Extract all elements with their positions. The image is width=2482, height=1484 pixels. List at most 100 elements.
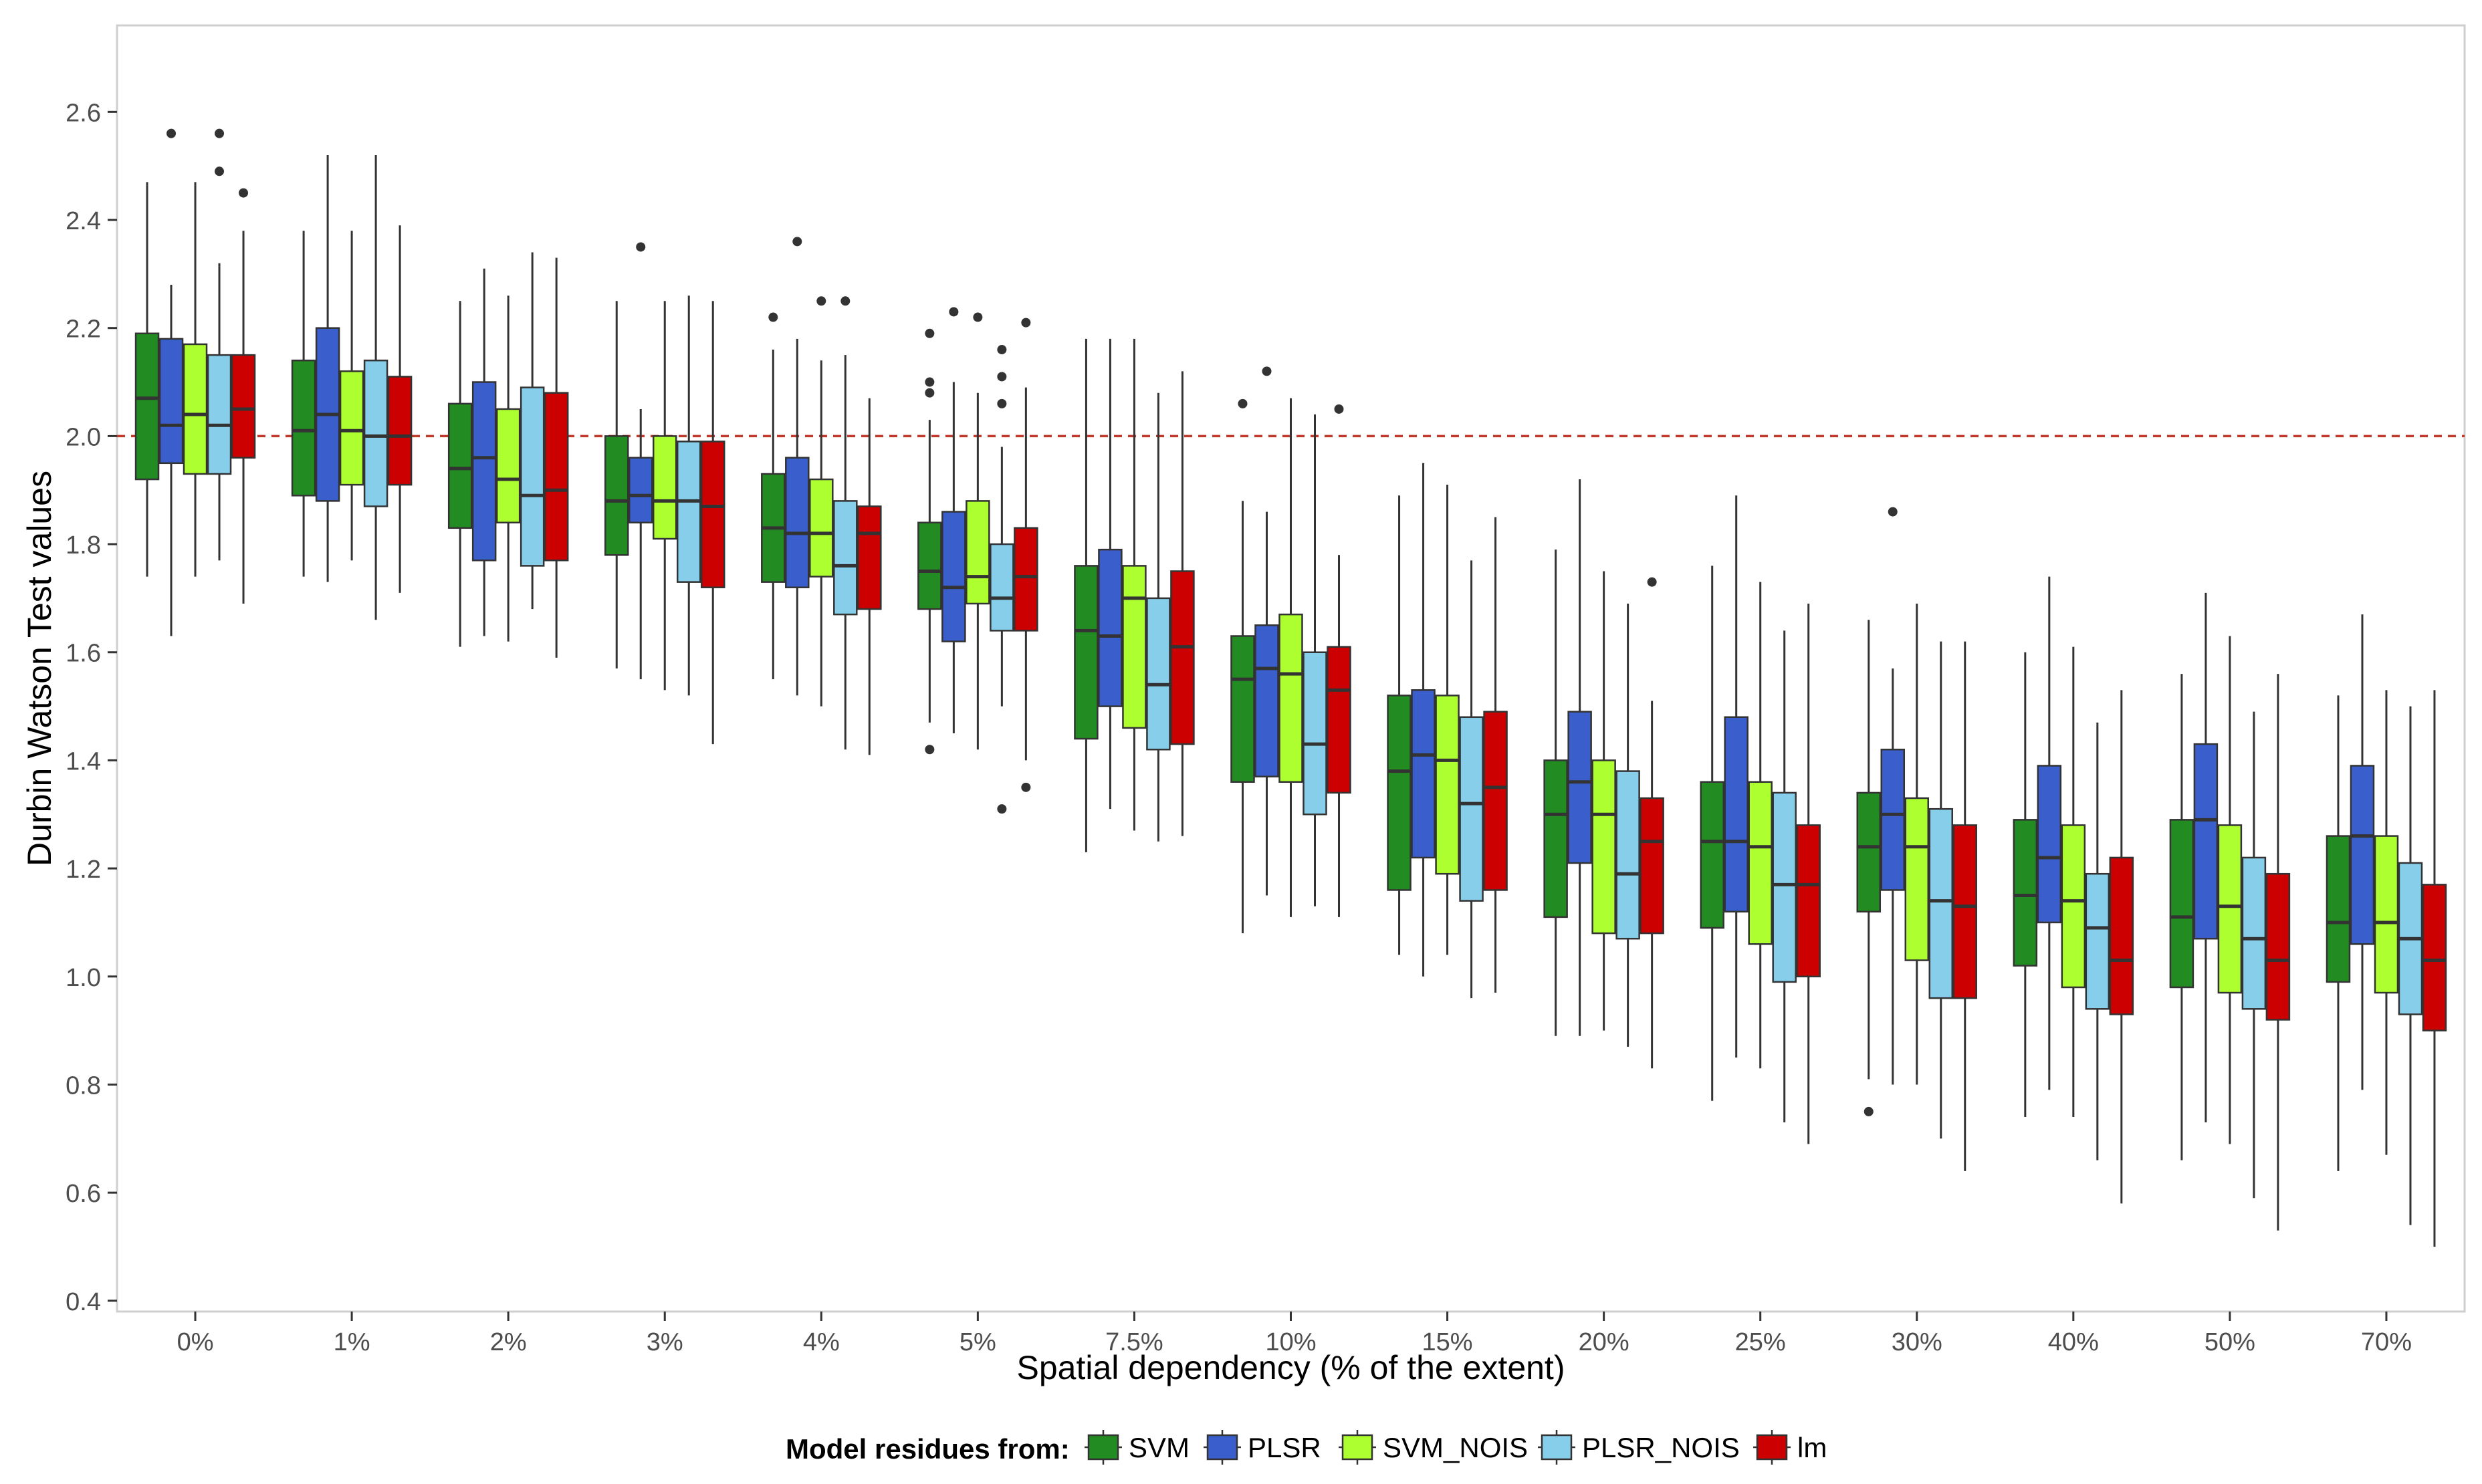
x-tick-label: 5% <box>960 1328 996 1356</box>
box-SVM_NOIS-1% <box>339 231 364 561</box>
box-SVM-1% <box>291 231 316 577</box>
box-body <box>2241 856 2267 1010</box>
box-body <box>1796 824 1821 978</box>
box-lm-15% <box>1483 517 1508 993</box>
outlier-point <box>1864 1106 1874 1116</box>
y-tick-label: 0.4 <box>66 1288 101 1316</box>
box-PLSR-3% <box>628 242 653 680</box>
box-body <box>1303 651 1327 816</box>
box-body <box>1014 527 1038 632</box>
box-SVM-10% <box>1230 398 1255 934</box>
legend-key <box>1756 1434 1788 1461</box>
box-body <box>2193 743 2219 940</box>
y-tick-label: 0.8 <box>66 1072 101 1100</box>
box-body <box>2422 884 2447 1031</box>
outlier-point <box>925 745 935 755</box>
box-lm-7.5% <box>1170 371 1195 836</box>
box-lm-0% <box>231 188 256 604</box>
y-tick-label: 2.4 <box>66 207 101 235</box>
box-body <box>207 354 232 475</box>
legend-key <box>1206 1434 1238 1461</box>
box-body <box>1074 565 1099 740</box>
box-PLSR_NOIS-15% <box>1459 560 1484 999</box>
y-tick-label: 2.6 <box>66 99 101 127</box>
box-body <box>291 359 316 497</box>
x-tick-label: 3% <box>647 1328 683 1356</box>
box-lm-2% <box>544 257 569 658</box>
y-tick-label: 1.2 <box>66 856 101 884</box>
box-body <box>809 478 834 578</box>
y-tick-label: 1.0 <box>66 964 101 992</box>
legend-item-lm: lm <box>1753 1430 1827 1465</box>
box-body <box>495 408 521 523</box>
box-PLSR-70% <box>2350 614 2375 1090</box>
box-body <box>2037 765 2062 924</box>
legend-label: SVM_NOIS <box>1383 1432 1528 1463</box>
outlier-point <box>1334 404 1344 414</box>
box-SVM_NOIS-4% <box>809 296 834 707</box>
box-lm-25% <box>1796 603 1821 1144</box>
x-tick-label: 30% <box>1892 1328 1942 1356</box>
box-lm-1% <box>387 225 413 593</box>
box-body <box>1387 695 1412 891</box>
box-PLSR_NOIS-40% <box>2085 722 2110 1160</box>
box-PLSR-7.5% <box>1098 338 1123 810</box>
box-SVM-0% <box>134 182 160 577</box>
box-SVM_NOIS-2% <box>495 295 521 642</box>
box-body <box>1591 759 1616 935</box>
box-PLSR_NOIS-10% <box>1303 414 1327 906</box>
box-SVM_NOIS-7.5% <box>1122 338 1147 831</box>
box-body <box>785 457 810 588</box>
outlier-point <box>949 307 959 317</box>
box-SVM-5% <box>917 328 942 755</box>
box-body <box>917 521 942 610</box>
x-tick-label: 7.5% <box>1105 1328 1163 1356</box>
x-tick-label: 4% <box>803 1328 840 1356</box>
box-lm-5% <box>1014 318 1038 792</box>
y-tick-label: 2.2 <box>66 316 101 344</box>
x-tick-label: 25% <box>1735 1328 1786 1356</box>
box-SVM_NOIS-70% <box>2374 690 2399 1155</box>
box-body <box>1748 781 1773 945</box>
box-body <box>471 381 497 562</box>
box-body <box>2169 819 2194 989</box>
box-PLSR_NOIS-7.5% <box>1146 392 1171 842</box>
box-SVM-30% <box>1856 620 1882 1116</box>
box-SVM-3% <box>604 301 629 668</box>
boxes-group <box>134 128 2447 1247</box>
outlier-point <box>1888 507 1898 517</box>
x-tick-label: 2% <box>490 1328 527 1356</box>
x-tick-label: 0% <box>177 1328 214 1356</box>
box-body <box>1615 770 1640 940</box>
box-body <box>1327 646 1351 794</box>
box-lm-30% <box>1952 641 1978 1171</box>
box-PLSR-40% <box>2037 576 2062 1090</box>
y-axis-title: Durbin Watson Test values <box>21 471 58 866</box>
box-body <box>966 500 990 605</box>
box-PLSR-30% <box>1880 507 1906 1085</box>
box-PLSR-5% <box>941 307 966 734</box>
legend-title: Model residues from: <box>786 1433 1070 1465</box>
x-axis: 0% 1% 2% 3% 4% 5% 7.5% 10% 15% 20% 25% 30% 40% 50% 70% <box>177 1312 2412 1356</box>
box-body <box>1122 565 1147 729</box>
box-PLSR_NOIS-2% <box>520 252 545 610</box>
outlier-point <box>816 296 826 306</box>
box-SVM-20% <box>1543 549 1568 1036</box>
box-SVM_NOIS-3% <box>652 301 677 691</box>
outlier-point <box>997 804 1007 814</box>
box-body <box>941 511 966 642</box>
box-body <box>158 338 184 465</box>
box-body <box>700 441 725 588</box>
box-PLSR_NOIS-25% <box>1772 630 1797 1123</box>
box-body <box>990 543 1014 632</box>
box-body <box>363 359 388 507</box>
box-SVM_NOIS-40% <box>2061 646 2086 1117</box>
box-body <box>1772 791 1797 983</box>
box-body <box>652 435 677 540</box>
outlier-point <box>1238 398 1248 408</box>
box-PLSR_NOIS-1% <box>363 155 388 620</box>
box-body <box>520 386 545 567</box>
box-PLSR-10% <box>1254 366 1279 896</box>
box-body <box>2109 856 2134 1015</box>
box-SVM_NOIS-50% <box>2217 636 2243 1144</box>
